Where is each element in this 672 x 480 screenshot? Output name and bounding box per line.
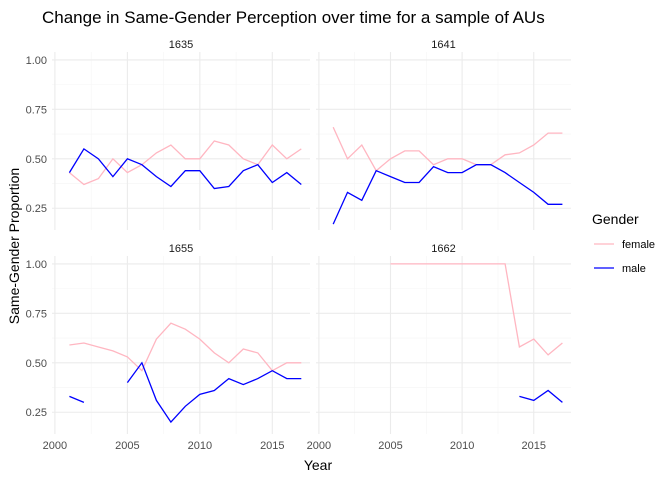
series-line-male [68, 147, 302, 190]
series-line-male [69, 395, 85, 404]
y-tick-label: 0.75 [26, 308, 47, 320]
x-tick-label: 2005 [115, 440, 139, 452]
panel-1641 [316, 52, 571, 230]
legend-title: Gender [592, 211, 639, 227]
panel-label-1655: 1655 [169, 243, 193, 255]
y-axis-label: Same-Gender Proportion [6, 168, 22, 324]
panel-1655 [52, 256, 310, 434]
y-tick-label: 0.25 [26, 407, 47, 419]
panel-1662 [316, 256, 571, 434]
chart-title: Change in Same-Gender Perception over ti… [42, 8, 545, 27]
y-tick-label: 0.75 [26, 104, 47, 116]
y-tick-label: 1.00 [26, 259, 47, 271]
legend: Gender female male [592, 211, 655, 275]
y-tick-label: 0.25 [26, 203, 47, 215]
series-line-male [126, 361, 302, 424]
x-tick-label: 2000 [43, 440, 67, 452]
x-tick-label: 2015 [522, 440, 546, 452]
panel-label-1662: 1662 [431, 243, 455, 255]
series-line-male [519, 389, 563, 403]
axis-ticks: 0.25 0.50 0.75 1.00 0.25 0.50 0.75 1.00 2000 2005… [26, 55, 546, 452]
x-axis-label: Year [304, 457, 333, 473]
panel-label-1641: 1641 [431, 39, 455, 51]
series-line-female [390, 263, 563, 356]
x-tick-label: 2005 [378, 440, 402, 452]
y-tick-label: 0.50 [26, 154, 47, 166]
panel-label-1635: 1635 [169, 39, 193, 51]
series-line-female [332, 126, 563, 172]
panels [52, 52, 571, 434]
x-tick-label: 2010 [188, 440, 212, 452]
x-tick-label: 2015 [260, 440, 284, 452]
series-line-female [69, 322, 302, 372]
panel-1635 [52, 52, 310, 230]
y-tick-label: 1.00 [26, 55, 47, 67]
x-tick-label: 2000 [307, 440, 331, 452]
legend-label-male: male [622, 263, 646, 275]
x-tick-label: 2010 [450, 440, 474, 452]
legend-label-female: female [622, 239, 655, 251]
series-line-female [68, 140, 302, 186]
y-tick-label: 0.50 [26, 358, 47, 370]
series-line-male [332, 164, 563, 225]
